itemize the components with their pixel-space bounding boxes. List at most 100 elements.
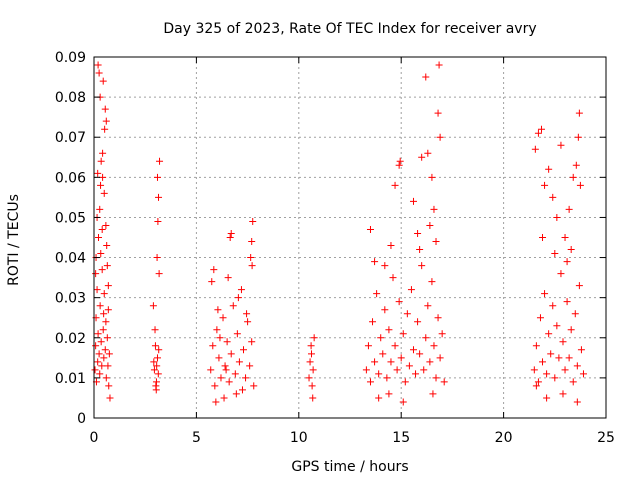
data-point	[94, 330, 102, 338]
y-tick-label: 0.08	[55, 90, 86, 106]
data-point	[545, 165, 553, 173]
data-point	[391, 342, 399, 350]
y-tick-label: 0.06	[55, 170, 86, 186]
data-point	[221, 362, 229, 370]
data-point	[377, 334, 385, 342]
x-tick-label: 5	[192, 430, 201, 446]
x-tick-label: 0	[90, 430, 99, 446]
data-point	[97, 250, 105, 258]
data-point	[94, 61, 102, 69]
data-point	[100, 310, 108, 318]
data-point	[104, 362, 112, 370]
data-point	[97, 338, 105, 346]
data-point	[212, 398, 220, 406]
data-point	[235, 358, 243, 366]
data-point	[534, 129, 542, 137]
data-point	[539, 358, 547, 366]
data-point	[216, 334, 224, 342]
data-point	[424, 149, 432, 157]
data-point	[436, 354, 444, 362]
data-point	[422, 334, 430, 342]
data-point	[579, 370, 587, 378]
data-point	[103, 334, 111, 342]
data-point	[308, 382, 316, 390]
data-point	[539, 234, 547, 241]
data-point	[103, 262, 111, 270]
data-point	[543, 394, 551, 402]
data-point	[430, 342, 438, 350]
data-point	[100, 290, 108, 298]
points-layer	[91, 61, 587, 406]
data-point	[414, 318, 422, 326]
data-point	[531, 145, 539, 153]
data-point	[422, 73, 430, 81]
data-point	[414, 229, 422, 237]
data-point	[551, 250, 559, 258]
data-point	[97, 181, 105, 189]
data-point	[231, 370, 239, 378]
data-point	[574, 133, 582, 141]
data-point	[555, 354, 563, 362]
data-point	[412, 370, 420, 378]
data-point	[549, 302, 557, 310]
data-point	[106, 394, 114, 402]
x-axis-label: GPS time / hours	[291, 459, 408, 475]
data-point	[207, 366, 215, 374]
data-point	[434, 314, 442, 322]
data-point	[366, 225, 374, 233]
data-point	[155, 346, 163, 354]
data-point	[149, 302, 157, 310]
data-point	[99, 326, 107, 334]
data-point	[94, 358, 102, 366]
data-point	[375, 394, 383, 402]
data-point	[238, 386, 246, 394]
x-tick-label: 25	[597, 430, 615, 446]
data-point	[418, 153, 426, 161]
data-point	[375, 370, 383, 378]
data-point	[98, 266, 106, 274]
data-point	[95, 234, 103, 241]
data-point	[532, 382, 540, 390]
data-point	[105, 350, 113, 358]
data-point	[577, 346, 585, 354]
data-point	[569, 173, 577, 181]
data-point	[407, 286, 415, 294]
data-point	[553, 213, 561, 221]
ticks-layer: 0 0.01 0.02 0.03 0.04 0.05 0.06 0.07 0.08 0.09 0 5 1…	[55, 50, 615, 446]
data-point	[440, 378, 448, 386]
data-point	[233, 330, 241, 338]
data-point	[234, 294, 242, 302]
data-point	[99, 149, 107, 157]
data-point	[208, 278, 216, 286]
data-point	[215, 354, 223, 362]
data-point	[362, 366, 370, 374]
data-point	[250, 382, 258, 390]
data-point	[224, 274, 232, 282]
data-point	[101, 346, 109, 354]
data-point	[310, 334, 318, 342]
y-tick-label: 0.02	[55, 331, 86, 347]
data-point	[436, 133, 444, 141]
data-point	[573, 398, 581, 406]
data-point	[223, 338, 231, 346]
data-point	[153, 254, 161, 262]
data-point	[418, 262, 426, 270]
data-point	[151, 326, 159, 334]
data-point	[559, 338, 567, 346]
data-point	[532, 342, 540, 350]
data-point	[401, 378, 409, 386]
data-point	[96, 370, 104, 378]
x-tick-label: 20	[495, 430, 513, 446]
data-point	[98, 362, 106, 370]
data-point	[567, 246, 575, 254]
data-point	[429, 390, 437, 398]
data-point	[391, 181, 399, 189]
data-point	[226, 234, 234, 241]
data-point	[571, 310, 579, 318]
data-point	[104, 282, 112, 290]
data-point	[237, 286, 245, 294]
data-point	[371, 258, 379, 266]
chart-title: Day 325 of 2023, Rate Of TEC Index for r…	[163, 21, 536, 37]
data-point	[101, 105, 109, 113]
